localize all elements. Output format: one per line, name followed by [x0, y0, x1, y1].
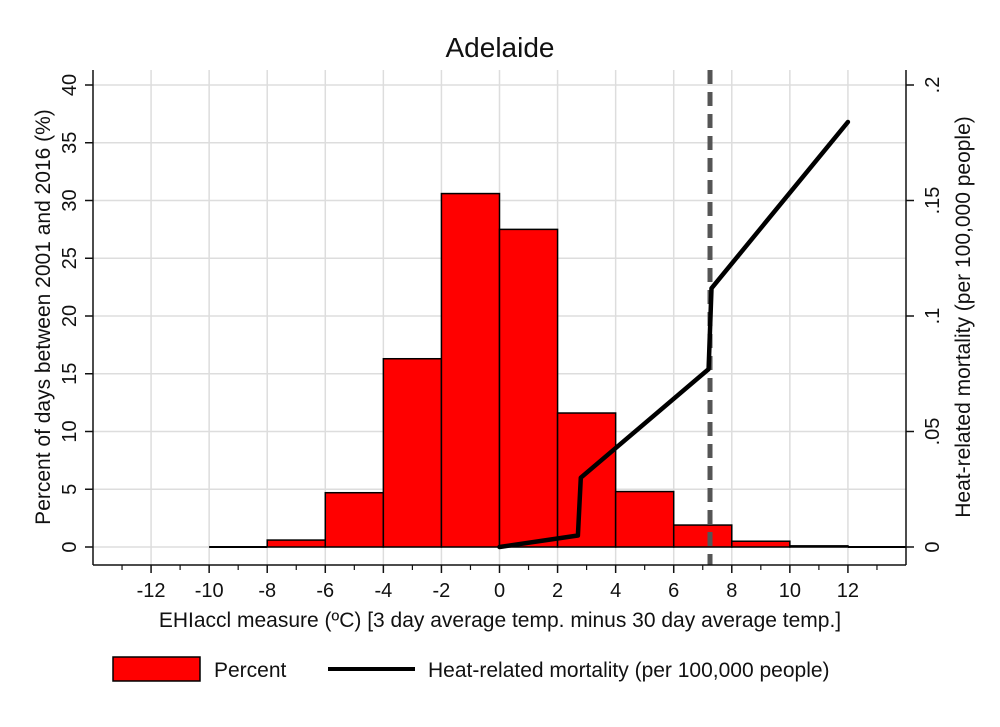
- bar: [731, 540, 791, 548]
- histogram-bars: [209, 192, 906, 548]
- bar: [324, 491, 385, 548]
- y-left-tick-label: 25: [59, 247, 81, 269]
- x-tick-label: 12: [837, 580, 859, 602]
- y-right-tick-label: .1: [922, 308, 944, 325]
- y-left-tick-label: 5: [59, 484, 81, 495]
- x-tick-label: -2: [433, 580, 451, 602]
- bar: [672, 524, 733, 548]
- chart-title: Adelaide: [446, 32, 555, 63]
- mortality-line-layer: [497, 119, 851, 550]
- x-tick-label: 4: [610, 580, 621, 602]
- x-tick-label: -12: [137, 580, 166, 602]
- y-axis-right-title: Heat-related mortality (per 100,000 peop…: [952, 116, 975, 518]
- legend: Percent Heat-related mortality (per 100,…: [112, 656, 830, 682]
- y-left-tick-label: 35: [59, 132, 81, 154]
- y-left-tick-label: 10: [59, 420, 81, 442]
- legend-label-percent: Percent: [214, 659, 287, 682]
- x-tick-label: 8: [726, 580, 737, 602]
- bar: [789, 545, 849, 548]
- x-tick-label: -4: [374, 580, 392, 602]
- y-axis-right-ticks: 0 .05 .1 .15 .2: [906, 77, 944, 553]
- x-tick-label: -6: [316, 580, 334, 602]
- y-axis-left-ticks: 0 5 10 15 20 25 30 35 40: [59, 74, 93, 553]
- x-axis-ticks: -12 -10 -8 -6 -4 -2 0 2 4 6 8 10 12: [121, 565, 878, 602]
- y-left-tick-label: 0: [59, 541, 81, 552]
- y-right-tick-label: .05: [922, 418, 944, 446]
- y-right-tick-label: .15: [922, 187, 944, 215]
- y-right-tick-label: .2: [922, 77, 944, 94]
- x-tick-label: -10: [195, 580, 224, 602]
- legend-label-mortality: Heat-related mortality (per 100,000 peop…: [428, 659, 830, 682]
- bar: [440, 192, 501, 548]
- y-left-tick-label: 40: [59, 74, 81, 96]
- bar: [614, 490, 675, 548]
- x-tick-label: 2: [552, 580, 563, 602]
- y-right-tick-label: 0: [922, 541, 944, 552]
- y-left-tick-label: 20: [59, 305, 81, 327]
- x-tick-label: 10: [779, 580, 801, 602]
- bar: [498, 228, 559, 548]
- y-left-tick-label: 30: [59, 189, 81, 211]
- x-tick-label: 0: [494, 580, 505, 602]
- x-tick-label: -8: [258, 580, 276, 602]
- legend-swatch-percent: [112, 656, 201, 682]
- x-axis-title: EHIaccl measure (ºC) [3 day average temp…: [159, 609, 841, 632]
- y-left-tick-label: 15: [59, 363, 81, 385]
- bar: [266, 539, 327, 548]
- y-axis-left-title: Percent of days between 2001 and 2016 (%…: [32, 109, 55, 525]
- bar: [382, 357, 443, 548]
- mortality-line: [497, 119, 851, 550]
- bar: [556, 412, 617, 548]
- x-tick-label: 6: [668, 580, 679, 602]
